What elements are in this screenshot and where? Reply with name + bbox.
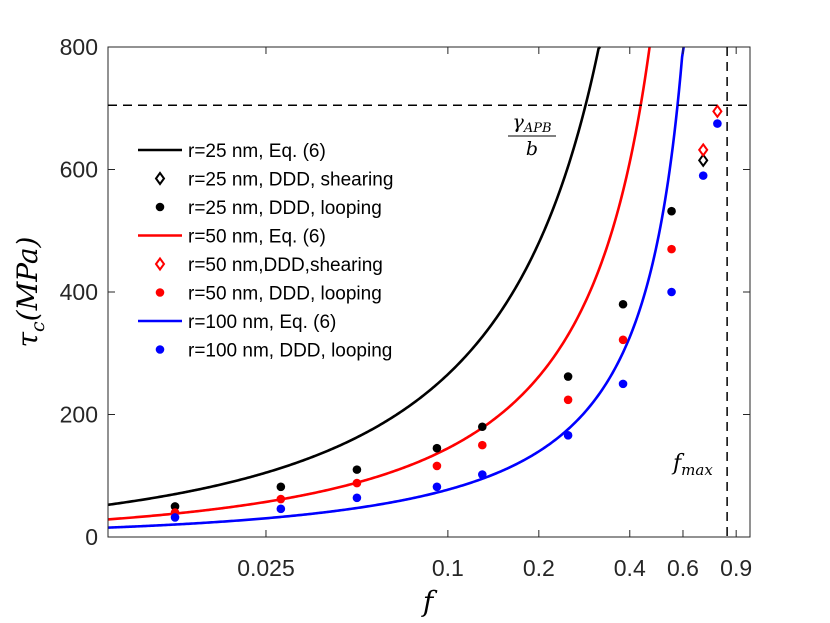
data-point-s6-1: [713, 119, 722, 128]
data-point-s2-7: [618, 335, 628, 345]
data-point-s1-5: [477, 422, 487, 432]
data-point-s5-1: [697, 142, 709, 158]
y-tick-label-2: 200: [60, 402, 98, 428]
curve-2: [107, 46, 651, 521]
legend-label-5: r=50 nm,DDD,shearing: [188, 255, 383, 276]
hline-annotation: γAPB b: [508, 111, 556, 160]
legend-swatch-6: [155, 288, 165, 297]
data-point-s3-4: [432, 482, 442, 492]
data-point-s3-9: [698, 171, 708, 180]
data-point-s1-7: [618, 299, 628, 309]
data-point-s3-1: [170, 513, 180, 522]
x-tick-label-5: 0.6: [667, 555, 699, 581]
y-tick-label-5: 800: [60, 34, 98, 60]
data-point-s2-8: [667, 244, 676, 254]
legend-swatch-8: [155, 345, 165, 354]
data-point-s5-2: [712, 104, 723, 119]
legend-label-6: r=50 nm, DDD, looping: [188, 284, 382, 305]
legend-label-4: r=50 nm, Eq. (6): [188, 227, 326, 248]
legend-label-3: r=25 nm, DDD, looping: [188, 198, 382, 219]
data-point-s1-8: [667, 206, 676, 216]
legend-label-2: r=25 nm, DDD, shearing: [188, 170, 393, 191]
data-point-s2-4: [432, 461, 442, 471]
legend-label-8: r=100 nm, DDD, looping: [188, 341, 392, 362]
y-tick-label-4: 600: [60, 157, 98, 183]
data-point-s1-4: [432, 443, 442, 453]
data-point-s1-6: [563, 372, 573, 381]
data-point-s2-5: [477, 440, 487, 450]
x-tick-label-4: 0.4: [614, 555, 646, 581]
legend-swatch-3: [155, 202, 165, 212]
data-point-s3-3: [352, 493, 362, 503]
data-point-s2-6: [563, 395, 573, 405]
annotation-denominator: b: [526, 138, 538, 160]
y-tick-label-3: 400: [60, 279, 98, 305]
data-point-s1-1: [170, 502, 180, 511]
data-point-s4-1: [697, 153, 709, 168]
y-tick-label-1: 0: [85, 524, 98, 550]
curve-3: [107, 46, 685, 529]
data-point-s2-2: [276, 494, 286, 504]
x-tick-label-3: 0.2: [523, 555, 555, 581]
legend-label-1: r=25 nm, Eq. (6): [188, 141, 326, 162]
curve-1: [107, 46, 602, 507]
vline-annotation: fmax: [671, 451, 713, 479]
data-point-s3-6: [563, 431, 573, 440]
legend-swatch-2: [154, 171, 166, 186]
x-axis-label: f: [421, 585, 438, 618]
x-tick-label-2: 0.1: [432, 555, 464, 581]
data-point-s2-3: [352, 478, 362, 488]
legend-label-7: r=100 nm, Eq. (6): [188, 312, 336, 333]
annotation-numerator: γAPB: [512, 111, 551, 136]
data-point-s3-7: [618, 379, 628, 389]
legend-swatch-5: [154, 256, 166, 272]
data-point-s3-5: [477, 470, 487, 479]
data-point-s1-2: [276, 482, 286, 492]
x-tick-label-1: 0.025: [237, 555, 295, 581]
x-tick-label-6: 0.9: [720, 555, 752, 581]
data-point-s1-3: [352, 465, 362, 474]
data-point-s3-8: [667, 287, 676, 297]
y-axis-label: τc(MPa): [11, 237, 49, 348]
data-point-s3-2: [276, 504, 286, 514]
